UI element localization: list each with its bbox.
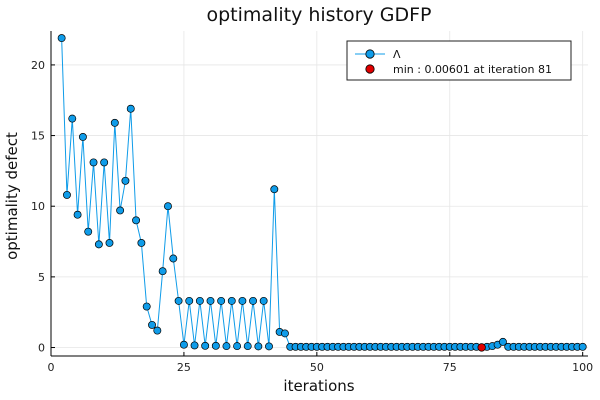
- data-point: [73, 210, 82, 219]
- y-tick-label: 15: [31, 130, 45, 143]
- data-point: [254, 342, 263, 351]
- data-point: [148, 320, 156, 329]
- data-point: [578, 342, 587, 351]
- series-line-lambda: [61, 38, 583, 348]
- data-point: [174, 296, 183, 305]
- data-point: [78, 133, 87, 141]
- data-point: [185, 296, 194, 305]
- tick-labels: 0 25 50 75 100 0 5 10 15 20: [31, 59, 593, 374]
- data-point: [217, 296, 226, 305]
- data-point: [280, 329, 289, 338]
- data-point: [126, 104, 135, 113]
- min-point: [477, 343, 486, 352]
- data-point: [259, 296, 268, 305]
- data-point: [206, 296, 215, 305]
- data-point: [243, 342, 252, 351]
- data-point: [142, 302, 151, 311]
- data-point: [116, 206, 125, 215]
- y-tick-label: 20: [31, 59, 45, 72]
- data-point: [110, 118, 119, 127]
- x-tick-label: 100: [572, 361, 593, 374]
- x-tick-label: 50: [310, 361, 324, 374]
- data-point: [270, 185, 279, 194]
- data-point: [179, 340, 188, 349]
- x-tick-label: 0: [48, 361, 55, 374]
- data-point: [169, 254, 178, 263]
- data-point: [164, 202, 172, 211]
- data-point: [153, 326, 162, 335]
- data-point: [227, 296, 236, 305]
- data-point: [233, 342, 242, 351]
- y-tick-label: 10: [31, 200, 45, 213]
- legend-marker-lambda: [365, 49, 375, 59]
- data-point: [94, 240, 103, 249]
- data-point: [121, 176, 130, 185]
- data-point: [190, 341, 199, 350]
- data-point: [68, 114, 77, 123]
- legend-box: [346, 40, 572, 81]
- data-point: [195, 296, 204, 305]
- axes: [50, 31, 588, 357]
- data-point: [498, 337, 507, 346]
- y-tick-label: 0: [38, 342, 45, 355]
- data-point: [105, 239, 114, 247]
- legend-label-min: min : 0.00601 at iteration 81: [393, 63, 552, 76]
- legend-marker-min: [365, 64, 375, 74]
- data-point: [137, 239, 146, 247]
- data-point: [249, 296, 257, 305]
- y-axis-label: optimality defect: [3, 132, 21, 260]
- data-point: [89, 158, 98, 167]
- x-axis-label: iterations: [283, 377, 354, 395]
- chart-title: optimality history GDFP: [207, 4, 432, 26]
- data-point: [100, 158, 109, 167]
- data-point: [132, 216, 141, 225]
- x-tick-label: 25: [177, 361, 191, 374]
- data-point: [158, 267, 167, 276]
- x-tick-label: 75: [443, 361, 457, 374]
- data-point: [84, 227, 93, 236]
- data-point: [57, 34, 66, 43]
- series-layer: [57, 34, 587, 352]
- data-point: [63, 190, 71, 199]
- y-tick-label: 5: [38, 271, 45, 284]
- data-point: [201, 341, 210, 350]
- data-point: [222, 342, 231, 351]
- data-point: [238, 296, 247, 305]
- legend: Λ min : 0.00601 at iteration 81: [346, 40, 572, 81]
- data-point: [211, 341, 220, 350]
- data-point: [265, 342, 273, 351]
- legend-label-lambda: Λ: [393, 48, 401, 61]
